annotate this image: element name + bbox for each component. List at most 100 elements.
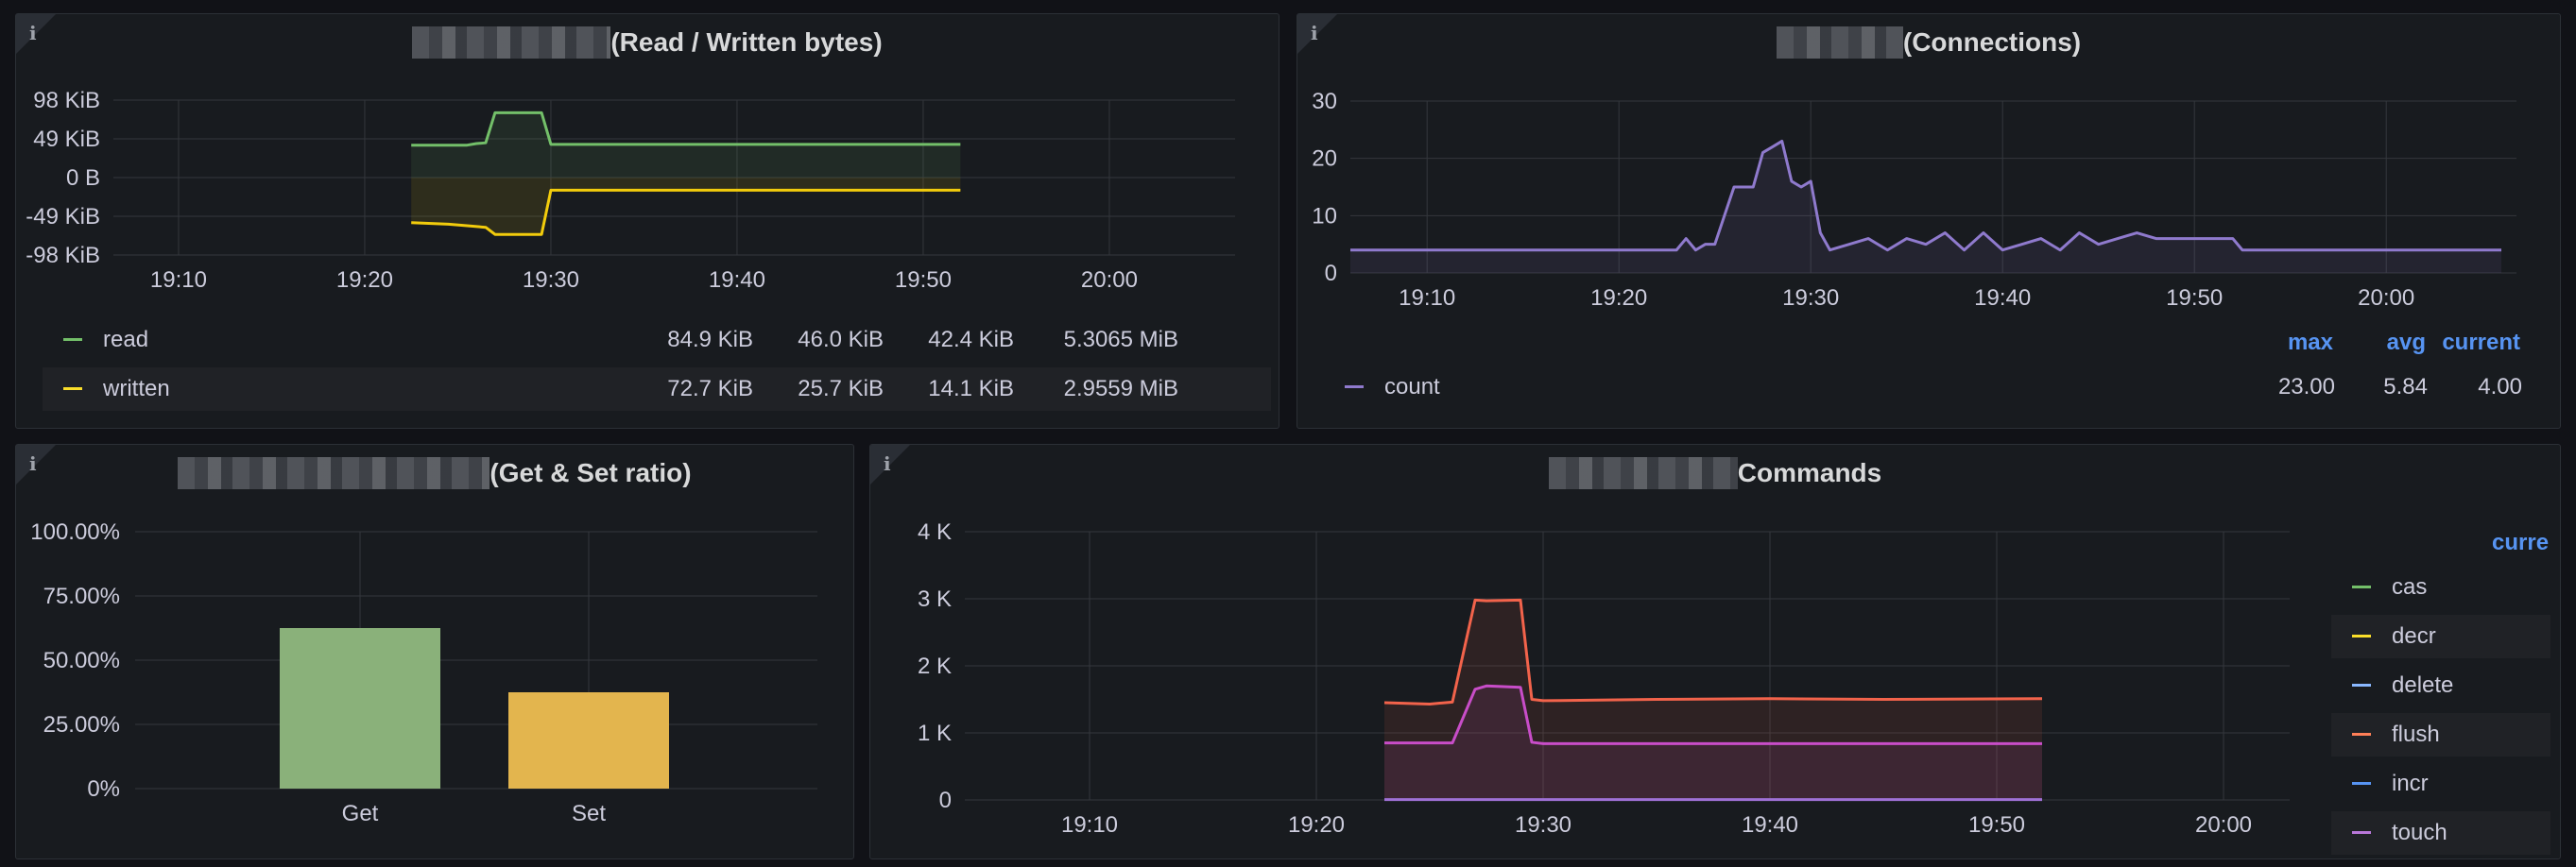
legend-row-written[interactable]: written 72.7 KiB 25.7 KiB 14.1 KiB 2.9559 Mi… — [43, 367, 1271, 411]
legend-series-name[interactable]: flush — [2392, 722, 2440, 747]
legend-series-name[interactable]: count — [1384, 374, 1440, 400]
panel-title-text: Commands — [1737, 458, 1882, 487]
x-tick-label: 19:20 — [1590, 285, 1647, 311]
series-line-count — [1350, 139, 2501, 252]
series-fill-written — [411, 178, 961, 235]
legend-series-name[interactable]: read — [103, 327, 149, 352]
panel-title[interactable]: (Connections) — [1297, 26, 2560, 59]
x-tick-label: 19:20 — [336, 267, 393, 293]
info-corner[interactable] — [16, 14, 56, 54]
legend-series-name[interactable]: written — [103, 376, 170, 401]
legend-value: 25.7 KiB — [798, 376, 884, 401]
info-icon[interactable]: i — [1311, 22, 1318, 44]
legend-row-delete[interactable]: delete — [2331, 664, 2550, 707]
legend-series-name[interactable]: decr — [2392, 623, 2436, 649]
legend-value: 4.00 — [2478, 374, 2522, 400]
y-tick-label: 25.00% — [43, 712, 120, 738]
x-tick-label: 19:40 — [1742, 812, 1798, 838]
panel-title-text: (Read / Written bytes) — [610, 27, 883, 57]
y-tick-label: 0% — [87, 776, 120, 802]
legend-series-name[interactable]: cas — [2392, 574, 2428, 600]
info-corner[interactable] — [870, 445, 910, 484]
legend-header-current[interactable]: curre — [2492, 530, 2550, 555]
x-tick-label: 19:20 — [1288, 812, 1345, 838]
y-tick-label: 0 — [939, 788, 952, 813]
y-tick-label: 0 — [1325, 261, 1337, 286]
legend-value: 5.84 — [2383, 374, 2428, 400]
panel-title-text: (Connections) — [1902, 27, 2082, 57]
panel-title[interactable]: (Read / Written bytes) — [16, 26, 1279, 59]
info-corner[interactable] — [16, 445, 56, 484]
x-tick-label: 19:30 — [523, 267, 579, 293]
legend-color-swatch — [2352, 830, 2371, 834]
commands-chart[interactable]: 4 K 3 K 2 K 1 K 0 19:10 19:20 19:30 19:40 19:50 20… — [870, 445, 2561, 859]
panel-get-set-ratio: i (Get & Set ratio) 100.00% 75.00% 50.00% 2… — [15, 444, 854, 859]
panel-title[interactable]: (Get & Set ratio) — [16, 456, 853, 489]
y-tick-label: 30 — [1312, 89, 1337, 114]
legend-header-max[interactable]: max — [2287, 330, 2333, 355]
info-icon[interactable]: i — [29, 452, 37, 475]
legend-row-cas[interactable]: cas — [2331, 566, 2550, 609]
legend-color-swatch — [1345, 384, 1364, 388]
legend-row-incr[interactable]: incr — [2331, 762, 2550, 806]
y-tick-label: 100.00% — [30, 519, 120, 545]
panel-title[interactable]: Commands — [870, 456, 2560, 489]
series-fill-touch — [1384, 686, 2042, 800]
y-tick-label: 4 K — [918, 519, 952, 545]
legend-header-current[interactable]: current — [2442, 330, 2520, 355]
legend-series-name[interactable]: incr — [2392, 771, 2429, 796]
legend-row-read[interactable]: read 84.9 KiB 46.0 KiB 42.4 KiB 5.3065 MiB — [43, 318, 1271, 362]
y-tick-label: 20 — [1312, 146, 1337, 172]
x-tick-label: 19:30 — [1515, 812, 1571, 838]
x-tick-label: 20:00 — [1081, 267, 1138, 293]
panel-read-written-bytes: i (Read / Written bytes) 98 KiB 49 KiB 0 B… — [15, 13, 1279, 429]
legend-color-swatch — [2352, 683, 2371, 687]
x-tick-label: 19:50 — [1968, 812, 2025, 838]
legend-header-avg[interactable]: avg — [2386, 330, 2426, 355]
y-tick-label: 49 KiB — [33, 127, 100, 152]
panel-connections: i (Connections) 30 20 10 0 19:10 19:20 19:30 19… — [1297, 13, 2561, 429]
y-tick-label: -98 KiB — [26, 243, 100, 268]
legend-row-flush[interactable]: flush — [2331, 713, 2550, 756]
x-tick-label: 19:30 — [1782, 285, 1839, 311]
connections-chart[interactable]: 30 20 10 0 19:10 19:20 19:30 19:40 19:50 20:00 — [1297, 14, 2562, 430]
y-tick-label: -49 KiB — [26, 204, 100, 230]
info-corner[interactable] — [1297, 14, 1337, 54]
legend-color-swatch — [63, 386, 82, 390]
bytes-chart[interactable]: 98 KiB 49 KiB 0 B -49 KiB -98 KiB 19:10 19:20 1… — [16, 14, 1280, 430]
x-tick-label: Get — [342, 801, 379, 826]
ratio-bar-chart[interactable]: 100.00% 75.00% 50.00% 25.00% 0% Get Set — [16, 445, 855, 860]
legend-value: 42.4 KiB — [928, 327, 1014, 352]
y-tick-label: 98 KiB — [33, 88, 100, 113]
legend-row-touch[interactable]: touch — [2331, 811, 2550, 855]
y-tick-label: 1 K — [918, 721, 952, 746]
info-icon[interactable]: i — [29, 22, 37, 44]
bar-get — [280, 628, 440, 789]
legend-value: 5.3065 MiB — [1063, 327, 1178, 352]
series-line-flush — [1383, 598, 2043, 706]
legend-color-swatch — [63, 337, 82, 341]
y-tick-label: 75.00% — [43, 584, 120, 609]
series-line-touch — [1384, 684, 2042, 745]
bar-set — [508, 692, 669, 789]
legend-color-swatch — [2352, 585, 2371, 588]
legend-row-count[interactable]: count 23.00 5.84 4.00 — [1324, 366, 2533, 409]
x-tick-label: 19:40 — [709, 267, 765, 293]
panel-title-text: (Get & Set ratio) — [489, 458, 692, 487]
legend-value: 84.9 KiB — [667, 327, 753, 352]
legend-color-swatch — [2352, 781, 2371, 785]
redacted-title-prefix — [412, 26, 611, 59]
legend-series-name[interactable]: delete — [2392, 672, 2454, 698]
series-line-read — [411, 110, 961, 147]
legend-series-name[interactable]: touch — [2392, 820, 2447, 845]
redacted-title-prefix — [1776, 26, 1903, 59]
x-tick-label: Set — [572, 801, 606, 826]
redacted-title-prefix — [1548, 456, 1738, 489]
legend-value: 23.00 — [2277, 374, 2335, 400]
legend-row-decr[interactable]: decr — [2331, 615, 2550, 658]
x-tick-label: 19:10 — [150, 267, 207, 293]
info-icon[interactable]: i — [884, 452, 891, 475]
series-fill-count — [1350, 141, 2501, 273]
legend-value: 46.0 KiB — [798, 327, 884, 352]
legend-value: 14.1 KiB — [928, 376, 1014, 401]
